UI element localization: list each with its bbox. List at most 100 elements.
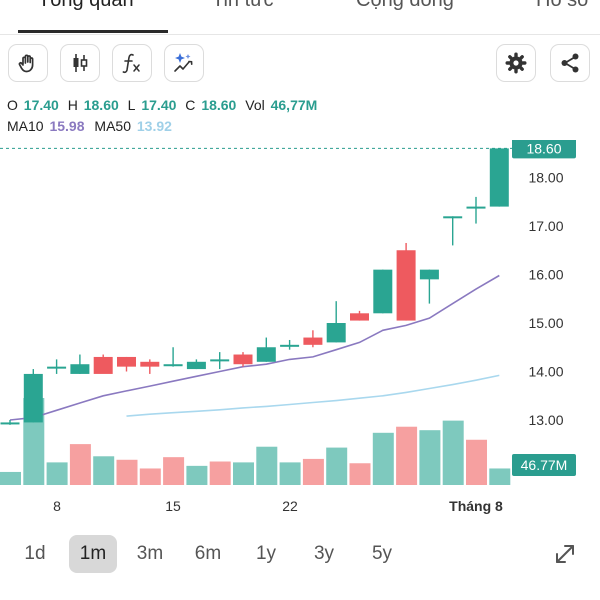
candle-body <box>443 216 463 219</box>
function-icon <box>122 53 140 74</box>
volume-bar <box>489 468 511 485</box>
ma10-value: 15.98 <box>49 118 85 134</box>
time-range-selector: 1d 1m 3m 6m 1y 3y 5y <box>0 535 600 579</box>
candle-body <box>117 356 136 367</box>
high-value: 18.60 <box>83 97 119 113</box>
ohlc-legend: O 17.40 H 18.60 L 17.40 C 18.60 Vol 46,7… <box>7 97 322 113</box>
candle-body <box>373 269 393 314</box>
candle-body <box>23 373 43 423</box>
y-tick-label: 13.00 <box>528 412 563 428</box>
candle-body <box>280 344 300 347</box>
volume-bar <box>139 468 161 485</box>
volume-bar <box>233 462 254 485</box>
gear-icon <box>505 52 527 74</box>
share-button[interactable] <box>550 44 590 82</box>
tab-community[interactable]: Cộng đồng <box>356 0 454 11</box>
high-label: H <box>67 97 78 113</box>
x-axis-label: 22 <box>282 498 298 514</box>
volume-bar <box>279 462 301 485</box>
open-value: 17.40 <box>23 97 59 113</box>
volume-bar <box>186 465 208 485</box>
candle-body <box>489 148 509 207</box>
volume-bar <box>396 426 418 485</box>
candle-body <box>70 364 90 374</box>
volume-bar <box>326 447 348 485</box>
close-label: C <box>185 97 196 113</box>
ma50-line <box>126 374 500 417</box>
volume-bar <box>466 439 487 485</box>
y-tick-label: 14.00 <box>528 364 563 380</box>
ma50-label: MA50 <box>94 118 131 134</box>
volume-bar <box>46 462 68 485</box>
ma50-value: 13.92 <box>136 118 172 134</box>
tab-overview[interactable]: Tổng quan <box>38 0 134 11</box>
y-tick-label: 15.00 <box>528 315 563 331</box>
x-axis-label: 15 <box>165 498 181 514</box>
indicators-button[interactable] <box>112 44 152 82</box>
volume-bar <box>116 459 138 485</box>
y-tick-label: 17.00 <box>528 218 563 234</box>
volume-bar <box>419 430 441 485</box>
candle-body <box>466 206 486 209</box>
price-chart[interactable]: 19.0018.0017.0016.0015.0014.0013.0018.60… <box>0 140 600 525</box>
price-tag-label: 18.60 <box>526 140 561 156</box>
ma10-label: MA10 <box>7 118 44 134</box>
low-value: 17.40 <box>141 97 177 113</box>
volume-bar <box>93 456 115 485</box>
range-1m[interactable]: 1m <box>69 535 117 573</box>
candle-body <box>326 323 346 343</box>
x-axis-label: Tháng 8 <box>449 498 503 514</box>
drag-mode-button[interactable] <box>8 44 48 82</box>
candle-body <box>0 422 20 425</box>
volume-bar <box>0 471 21 485</box>
ma-legend: MA10 15.98 MA50 13.92 <box>7 118 172 134</box>
ma10-line <box>9 274 500 421</box>
chart-type-button[interactable] <box>60 44 100 82</box>
volume-bar <box>256 446 278 485</box>
settings-button[interactable] <box>496 44 536 82</box>
range-3m[interactable]: 3m <box>136 543 164 564</box>
candle-body <box>163 364 183 367</box>
ai-sparkle-icon <box>174 53 193 72</box>
share-icon <box>561 53 579 73</box>
candle-body <box>256 347 276 362</box>
tab-news[interactable]: Tin tức <box>212 0 274 11</box>
hand-drag-icon <box>18 54 34 73</box>
open-label: O <box>7 97 18 113</box>
candle-body <box>233 354 253 365</box>
expand-icon[interactable] <box>550 539 580 569</box>
active-tab-indicator <box>18 30 168 33</box>
y-tick-label: 18.00 <box>528 170 563 186</box>
candle-body <box>419 269 439 280</box>
volume-bar <box>302 458 324 485</box>
volume-bar <box>372 432 394 485</box>
candle-body <box>396 250 416 321</box>
candlestick-icon <box>73 54 88 72</box>
range-5y[interactable]: 5y <box>371 543 393 564</box>
volume-bar <box>442 420 464 485</box>
volume-bar <box>209 461 231 485</box>
x-axis-label: 8 <box>53 498 61 514</box>
close-value: 18.60 <box>201 97 237 113</box>
volume-value: 46,77M <box>270 97 318 113</box>
candle-body <box>47 366 67 369</box>
low-label: L <box>127 97 136 113</box>
tab-profile[interactable]: Hồ sơ <box>536 0 591 11</box>
range-3y[interactable]: 3y <box>313 543 335 564</box>
range-1y[interactable]: 1y <box>255 543 277 564</box>
volume-bar <box>349 463 371 485</box>
tab-bar: Tổng quan Tin tức Cộng đồng Hồ sơ <box>0 0 600 35</box>
volume-bar <box>163 457 185 485</box>
candle-body <box>210 359 230 362</box>
candle-body <box>303 337 323 345</box>
candle-body <box>350 313 369 321</box>
candle-body <box>186 361 206 370</box>
candle-body <box>140 361 160 367</box>
ai-analysis-button[interactable] <box>164 44 204 82</box>
range-6m[interactable]: 6m <box>194 543 222 564</box>
range-1d[interactable]: 1d <box>24 543 46 564</box>
volume-bar <box>69 444 91 485</box>
volume-tag <box>512 454 576 476</box>
volume-tag-label: 46.77M <box>521 457 568 473</box>
candle-body <box>93 356 113 374</box>
